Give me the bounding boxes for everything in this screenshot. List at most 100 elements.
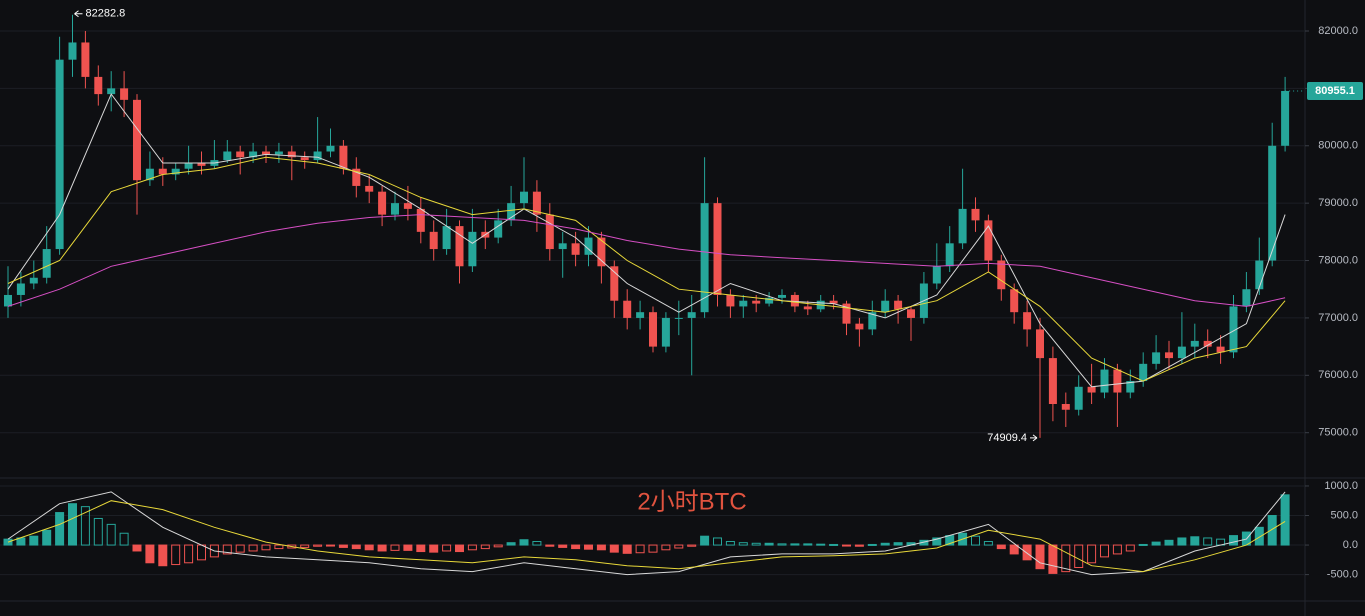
macd-bar [635,544,645,554]
candle-body [1190,340,1199,347]
macd-bar [983,541,993,546]
y-tick-label: 500.0 [1330,509,1358,521]
candle-body [1203,340,1212,347]
y-tick-label: 76000.0 [1318,369,1358,381]
macd-bar [326,544,335,547]
macd-bar [300,544,310,548]
candle-body [674,317,683,319]
macd-bar [1203,537,1213,546]
macd-bar [1022,544,1032,561]
macd-bar [545,544,555,547]
indicator-line [7,93,1286,388]
candle-body [1139,363,1148,382]
macd-bar [29,535,39,546]
macd-bar [700,535,710,546]
candle-body [29,277,38,284]
candle-body [1113,369,1122,393]
candle-body [4,294,12,307]
macd-bar [1074,544,1084,569]
y-tick-label: -500.0 [1327,569,1358,581]
macd-bar [416,544,426,553]
macd-bar [687,544,697,547]
macd-bar [854,544,864,547]
candle-body [1165,352,1173,359]
candle-body [1281,90,1290,146]
candle-body [765,297,774,304]
candle-body [352,168,361,186]
candle-body [1152,352,1161,364]
y-tick-label: 0.0 [1343,539,1358,551]
y-tick-label: 78000.0 [1318,254,1358,266]
low-label: 74909.4 [987,432,1027,444]
candle-body [42,249,51,278]
candle-body [442,226,451,250]
candle-body [842,303,851,324]
candle-body [623,300,632,318]
candle-body [416,208,425,232]
candle-body [507,203,516,221]
macd-bar [248,544,258,552]
macd-bar [313,544,323,547]
macd-bar [764,542,774,546]
candle-body [713,203,722,295]
macd-bar [1177,537,1187,546]
macd-bar [1112,544,1122,555]
candle-body [997,260,1006,290]
macd-bar [287,544,297,549]
high-arrow-head [74,10,79,18]
macd-bar [80,506,90,546]
candle-body [700,203,709,313]
candle-body [468,231,477,267]
macd-bar [803,543,813,546]
macd-bar [713,537,722,546]
candle-body [1216,346,1225,353]
candle-body [855,323,864,330]
indicator-line [7,491,1286,576]
candle-body [55,59,64,250]
indicator-line [7,156,1286,382]
macd-bar [506,542,516,546]
candle-body [1229,306,1238,353]
macd-bar [119,532,129,546]
candle-body [545,214,554,250]
macd-bar [790,543,800,546]
candle-body [945,243,954,267]
macd-bar [996,544,1006,550]
macd-bar [222,544,232,555]
candle-body [984,220,993,261]
candle-body [584,237,593,255]
candle-body [236,151,245,158]
y-tick-label: 75000.0 [1318,427,1358,439]
macd-bar [932,537,942,546]
macd-bar [674,544,684,549]
macd-bar [1035,544,1045,570]
macd-bar [622,544,632,554]
candle-body [326,145,335,152]
macd-bar [261,544,271,551]
macd-bar [42,529,52,546]
macd-bar [364,544,374,551]
macd-bar [725,541,735,546]
macd-bar [738,542,748,546]
high-label: 82282.8 [86,8,126,20]
candle-body [120,88,129,100]
candle-body [287,151,296,158]
candle-body [520,191,528,204]
macd-bar [351,544,361,550]
macd-bar [55,512,65,546]
candle-body [494,220,503,238]
candle-body [1126,381,1135,393]
candle-body [391,203,399,215]
candle-body [1061,404,1070,410]
macd-bar [596,544,606,551]
low-arrow-head [1032,434,1038,442]
candle-body [726,294,735,307]
macd-bar [377,544,387,552]
candle-body [378,191,387,215]
macd-bar [777,543,787,546]
candle-body [274,151,283,155]
candle-body [958,208,967,244]
candle-body [16,283,25,295]
